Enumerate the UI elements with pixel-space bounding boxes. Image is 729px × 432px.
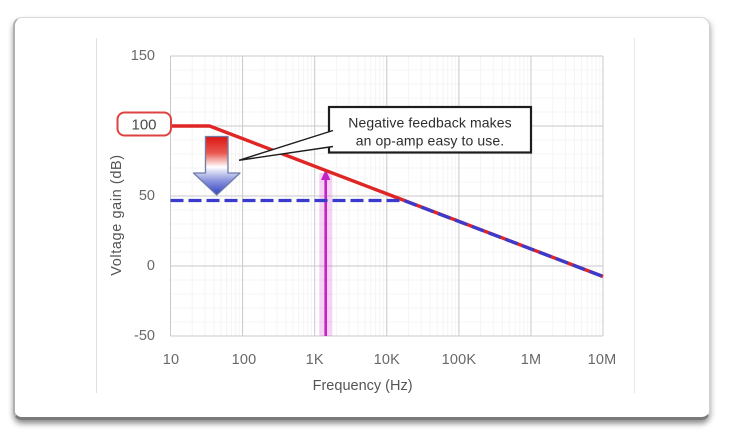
- svg-text:1K: 1K: [306, 352, 324, 368]
- svg-text:150: 150: [131, 48, 155, 64]
- svg-text:1M: 1M: [521, 352, 542, 368]
- svg-text:100K: 100K: [442, 352, 477, 368]
- svg-text:100: 100: [131, 117, 156, 134]
- svg-text:50: 50: [139, 188, 155, 204]
- svg-text:10M: 10M: [588, 352, 617, 368]
- svg-text:10: 10: [163, 352, 180, 368]
- svg-text:an op-amp easy to use.: an op-amp easy to use.: [356, 133, 505, 149]
- svg-text:0: 0: [147, 258, 155, 274]
- svg-text:-50: -50: [134, 328, 155, 344]
- svg-text:10K: 10K: [374, 352, 401, 368]
- svg-text:100: 100: [232, 352, 257, 368]
- svg-text:Voltage gain (dB): Voltage gain (dB): [109, 154, 125, 275]
- svg-text:Negative feedback makes: Negative feedback makes: [348, 115, 511, 131]
- svg-text:Frequency (Hz): Frequency (Hz): [313, 378, 413, 393]
